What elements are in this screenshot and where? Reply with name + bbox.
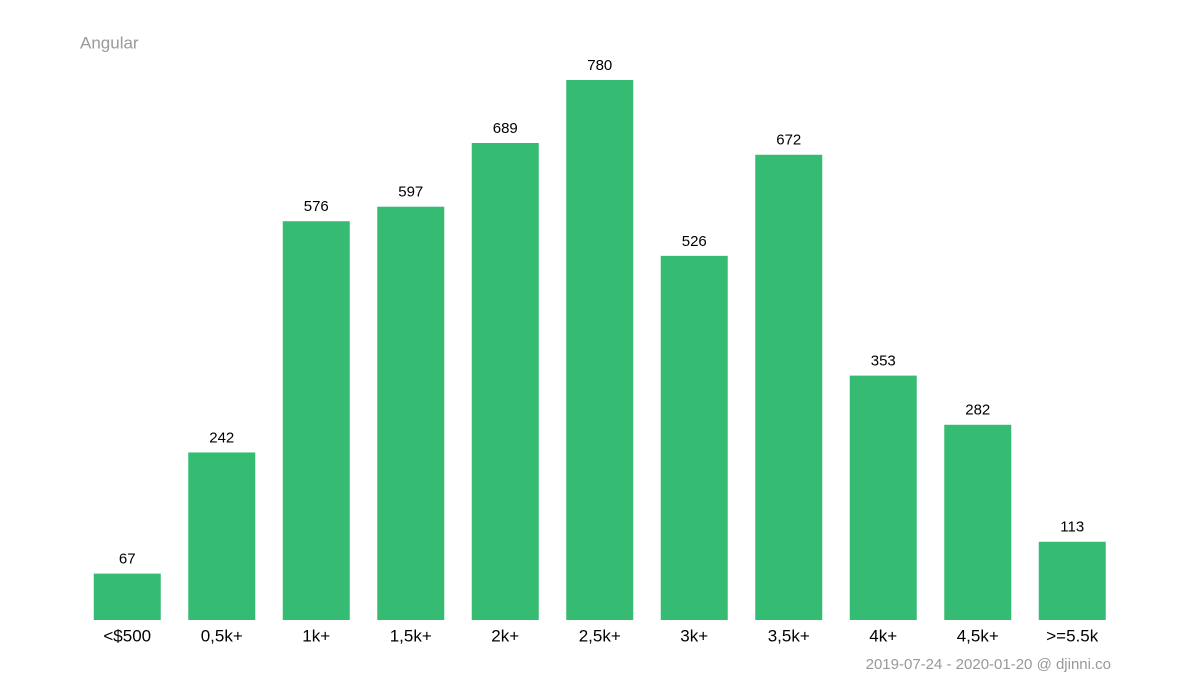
value-label: 282 (965, 402, 990, 419)
value-label: 67 (119, 551, 136, 568)
x-tick-label: 2,5k+ (579, 626, 621, 645)
chart-title: Angular (80, 33, 139, 52)
value-label: 780 (587, 57, 612, 74)
x-tick-label: 4k+ (869, 626, 897, 645)
bar (944, 424, 1012, 620)
value-label: 113 (1060, 519, 1084, 536)
x-tick-label: <$500 (103, 626, 151, 645)
x-tick-label: 0,5k+ (201, 626, 243, 645)
x-tick-label: 4,5k+ (957, 626, 999, 645)
value-label: 576 (304, 198, 329, 215)
bar (1038, 541, 1106, 620)
bar (471, 143, 539, 620)
chart-footer: 2019-07-24 - 2020-01-20 @ djinni.co (866, 656, 1111, 673)
x-tick-label: 3k+ (680, 626, 708, 645)
bar (849, 375, 917, 620)
bar (566, 80, 634, 620)
value-label: 672 (776, 132, 801, 149)
bar (660, 255, 728, 620)
x-tick-label: >=5.5k (1046, 626, 1098, 645)
x-tick-label: 3,5k+ (768, 626, 810, 645)
x-tick-label: 1,5k+ (390, 626, 432, 645)
value-label: 526 (682, 233, 707, 250)
bar (377, 206, 445, 620)
value-label: 597 (398, 184, 423, 201)
value-label: 242 (209, 429, 234, 446)
x-tick-label: 1k+ (302, 626, 330, 645)
x-tick-label: 2k+ (491, 626, 519, 645)
bar (755, 154, 823, 620)
bar (93, 573, 161, 620)
value-label: 353 (871, 353, 896, 370)
bar (188, 452, 256, 620)
value-label: 689 (493, 120, 518, 137)
bar (282, 221, 350, 620)
